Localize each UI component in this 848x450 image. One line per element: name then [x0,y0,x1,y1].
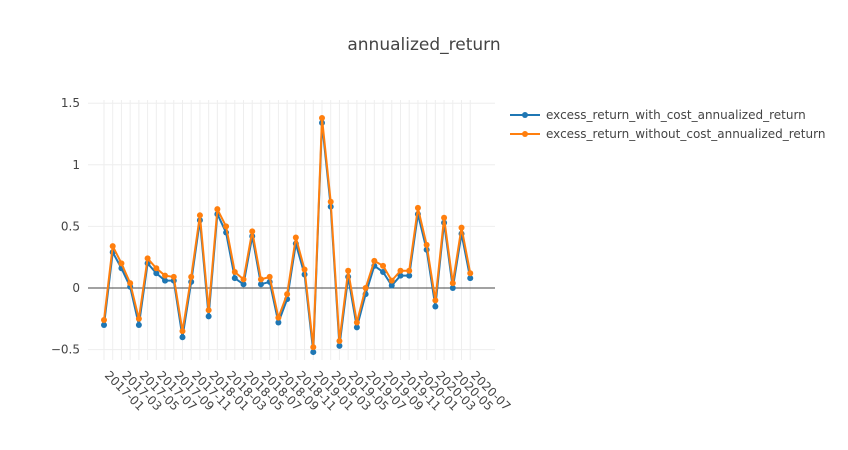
data-point [275,319,282,326]
data-point [179,334,186,341]
data-point [205,307,212,314]
data-point [214,206,221,213]
data-point [301,266,308,273]
data-point [266,273,273,280]
data-point [109,243,116,250]
data-point [327,198,334,205]
data-point [118,260,125,267]
data-point [397,267,404,274]
gridlines [88,100,495,360]
data-point [310,349,317,356]
legend[interactable]: excess_return_with_cost_annualized_retur… [510,108,825,141]
data-point [205,313,212,320]
data-point [188,273,195,280]
data-point [179,328,186,335]
data-point [353,324,360,331]
data-point [170,273,177,280]
series-2 [101,114,474,351]
data-point [153,265,160,272]
data-point [380,262,387,269]
y-tick-label: 1 [72,158,80,172]
data-point [388,282,395,289]
y-tick-label: 0.5 [61,219,80,233]
data-point [135,315,142,322]
data-point [353,319,360,326]
data-point [310,344,317,351]
y-tick-label: −0.5 [51,343,80,357]
data-point [162,272,169,279]
data-point [406,272,413,279]
data-point [196,212,203,219]
data-point [449,285,456,291]
data-point [336,337,343,344]
data-point [467,270,474,277]
data-point [371,257,378,264]
data-point [275,314,282,321]
data-point [458,224,465,231]
data-point [336,342,343,349]
data-point [127,280,134,287]
legend-marker-swatch [522,112,528,118]
y-tick-label: 0 [72,281,80,295]
data-point [162,277,169,284]
data-point [240,281,247,288]
data-point [249,228,256,235]
data-point [144,255,151,262]
data-point [257,276,264,283]
data-point [284,291,291,298]
data-point [231,275,238,282]
data-point [257,281,264,288]
data-point [406,267,413,274]
data-point [423,241,430,248]
legend-label: excess_return_with_cost_annualized_retur… [546,108,806,122]
data-point [449,280,456,287]
data-point [432,297,439,304]
data-point [388,277,395,284]
data-point [414,204,421,211]
data-point [467,275,474,282]
data-point [319,114,325,121]
data-point [441,214,448,221]
data-point [223,223,230,230]
y-tick-label: 1.5 [61,96,80,110]
data-point [345,267,352,274]
legend-item-2[interactable]: excess_return_without_cost_annualized_re… [510,127,825,141]
plot-area [101,114,474,356]
chart-title: annualized_return [347,35,500,55]
legend-marker-swatch [522,131,528,137]
data-point [101,321,107,328]
data-point [380,268,387,275]
data-point [135,321,142,328]
data-point [292,234,299,241]
legend-label: excess_return_without_cost_annualized_re… [546,127,825,141]
legend-item-1[interactable]: excess_return_with_cost_annualized_retur… [510,108,806,122]
data-point [231,268,238,275]
data-point [101,317,107,324]
data-point [432,303,439,310]
data-point [397,272,404,279]
data-point [240,276,247,283]
data-point [153,270,160,277]
data-point [362,285,369,291]
